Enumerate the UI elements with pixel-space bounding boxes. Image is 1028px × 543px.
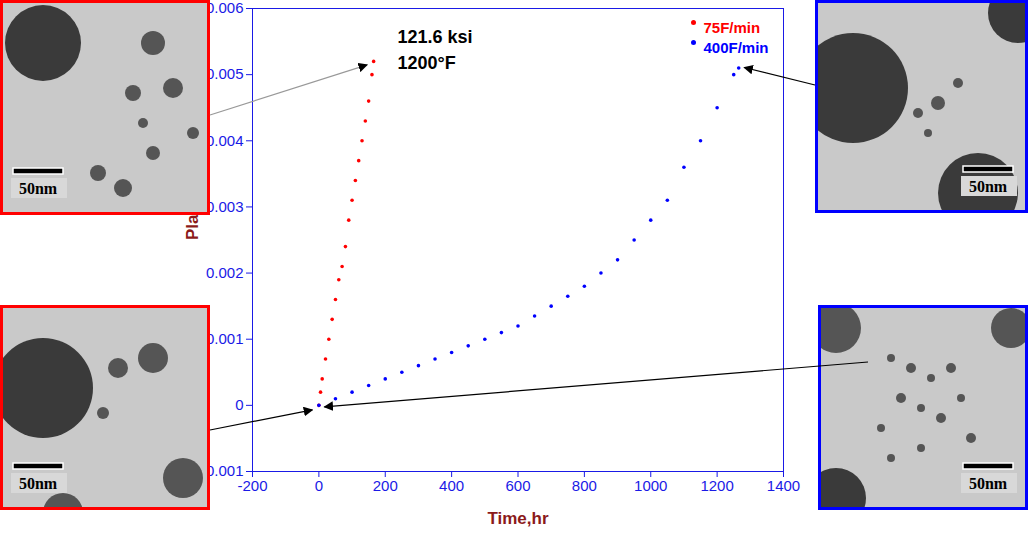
svg-text:1000: 1000 (634, 477, 667, 494)
svg-text:0: 0 (235, 396, 243, 413)
svg-text:1400: 1400 (767, 477, 800, 494)
svg-text:Time,hr: Time,hr (487, 509, 548, 528)
svg-text:800: 800 (572, 477, 597, 494)
svg-text:0.005: 0.005 (206, 65, 244, 82)
svg-text:600: 600 (505, 477, 530, 494)
svg-text:400F/min: 400F/min (704, 39, 769, 56)
svg-text:200: 200 (373, 477, 398, 494)
svg-text:0.002: 0.002 (206, 264, 244, 281)
svg-text:0.001: 0.001 (206, 330, 244, 347)
svg-text:50nm: 50nm (19, 180, 58, 197)
svg-text:1200: 1200 (700, 477, 733, 494)
svg-text:400: 400 (439, 477, 464, 494)
svg-text:50nm: 50nm (969, 475, 1008, 492)
svg-text:75F/min: 75F/min (704, 19, 761, 36)
svg-text:50nm: 50nm (969, 178, 1008, 195)
svg-text:0.003: 0.003 (206, 198, 244, 215)
svg-text:1200°F: 1200°F (398, 53, 456, 73)
svg-text:0: 0 (315, 477, 323, 494)
svg-text:0.004: 0.004 (206, 132, 244, 149)
svg-text:-200: -200 (237, 477, 267, 494)
svg-text:50nm: 50nm (19, 475, 58, 492)
svg-text:121.6 ksi: 121.6 ksi (398, 27, 473, 47)
svg-text:0.006: 0.006 (206, 0, 244, 16)
